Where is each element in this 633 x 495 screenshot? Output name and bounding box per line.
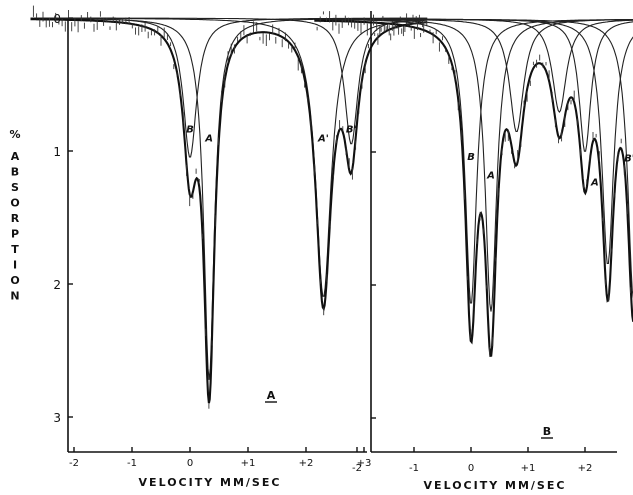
peak-label: A (204, 134, 213, 145)
y-axis-title-letter: O (10, 274, 19, 287)
y-tick-label: 2 (53, 278, 61, 292)
x-tick-label: -2 (352, 463, 362, 474)
peak-label: A' (317, 134, 329, 145)
x-axis-title-a: VELOCITY MM/SEC (139, 476, 282, 489)
y-axis-title-letter: O (10, 197, 19, 210)
y-axis-title-letter: R (11, 212, 20, 225)
x-tick-label: +3 (357, 458, 372, 469)
x-tick-label: -2 (69, 458, 79, 469)
y-axis-title-letter: T (11, 243, 19, 256)
component-curve (314, 18, 633, 299)
y-tick-label: 3 (53, 411, 61, 425)
y-axis-title-letter: S (11, 181, 19, 194)
y-axis-title-letter: A (11, 150, 20, 163)
x-tick-label: +1 (241, 458, 256, 469)
y-axis-title-letter: N (10, 290, 19, 303)
peak-label: B (186, 124, 194, 135)
envelope-curve (30, 18, 428, 404)
panel-label: B (543, 425, 551, 438)
component-curve (30, 17, 428, 380)
x-tick-label: +1 (521, 463, 536, 474)
x-tick-label: 0 (468, 463, 474, 474)
y-axis-title-unit: % (9, 128, 20, 141)
x-tick-label: -1 (127, 458, 137, 469)
component-curve (30, 17, 428, 158)
x-tick-label: 0 (187, 458, 193, 469)
y-axis-title-letter: P (11, 228, 19, 241)
x-tick-label: +2 (299, 458, 314, 469)
peak-label: B' (346, 124, 357, 135)
x-tick-label: +2 (578, 463, 593, 474)
x-tick-label: -1 (409, 463, 419, 474)
component-curve (314, 18, 633, 265)
peak-label: A (486, 171, 495, 182)
x-axis-title-b: VELOCITY MM/SEC (424, 479, 567, 492)
component-curve (30, 17, 428, 145)
panel-label: A (267, 389, 276, 402)
peak-label: B (467, 152, 475, 163)
y-axis-title-letter: B (11, 166, 19, 179)
peak-label: B' (624, 153, 633, 164)
y-tick-label: 1 (53, 145, 61, 159)
envelope-curve (314, 19, 633, 357)
peak-label: A' (590, 177, 602, 188)
y-axis-title-letter: I (13, 259, 17, 272)
